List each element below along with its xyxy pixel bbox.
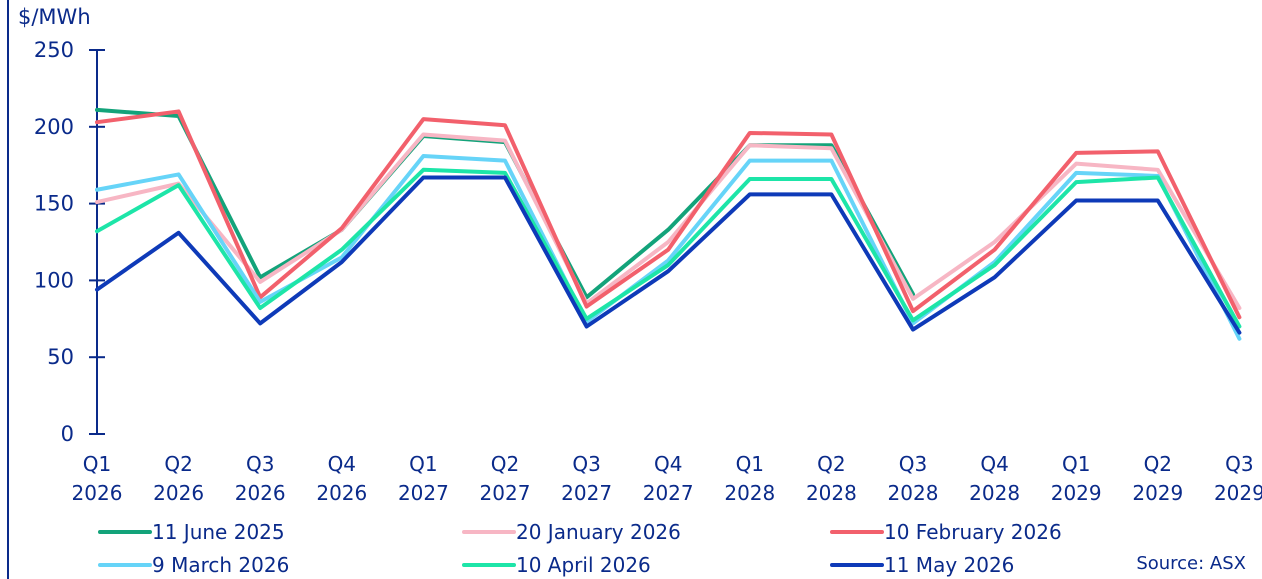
x-tick-label-year: 2029	[1051, 481, 1102, 505]
x-tick-label-year: 2028	[888, 481, 939, 505]
series-line-6	[95, 175, 1242, 335]
x-tick-label-quarter: Q4	[980, 452, 1008, 476]
x-tick-label-year: 2028	[806, 481, 857, 505]
y-axis-label: $/MWh	[18, 5, 91, 29]
legend-label: 9 March 2026	[152, 553, 289, 577]
x-tick-label-quarter: Q2	[1144, 452, 1172, 476]
x-tick-label-quarter: Q3	[572, 452, 600, 476]
series-line-3	[95, 109, 1242, 320]
legend: 11 June 2025 20 January 2026 10 February 2…	[98, 520, 1062, 577]
x-tick-label-year: 2028	[969, 481, 1020, 505]
x-tick-label-year: 2029	[1214, 481, 1262, 505]
y-tick-label: 100	[34, 268, 74, 292]
legend-label: 11 May 2026	[884, 553, 1014, 577]
x-tick-label-quarter: Q4	[328, 452, 356, 476]
y-tick-label: 0	[61, 422, 74, 446]
x-tick-label-quarter: Q3	[246, 452, 274, 476]
y-tick-label: 250	[34, 38, 74, 62]
x-tick-label-year: 2029	[1132, 481, 1183, 505]
x-axis-labels: Q1 2026 Q2 2026 Q3 2026 Q4 2026 Q1 2027 Q2 2027 Q3 20…	[72, 452, 1262, 505]
legend-label: 10 February 2026	[884, 520, 1062, 544]
x-tick-label-year: 2026	[72, 481, 123, 505]
x-tick-label-quarter: Q2	[817, 452, 845, 476]
y-tick-label: 50	[47, 345, 74, 369]
series-line-2	[95, 132, 1242, 311]
x-tick-label-year: 2027	[561, 481, 612, 505]
series-line-5	[95, 167, 1242, 329]
x-tick-label-year: 2026	[235, 481, 286, 505]
x-tick-label-year: 2026	[316, 481, 367, 505]
x-tick-label-quarter: Q1	[83, 452, 111, 476]
source-note: Source: ASX	[1136, 553, 1246, 574]
x-tick-label-quarter: Q2	[491, 452, 519, 476]
x-tick-label-quarter: Q1	[409, 452, 437, 476]
series-lines	[95, 107, 1242, 341]
x-tick-label-year: 2027	[643, 481, 694, 505]
y-tick-label: 200	[34, 115, 74, 139]
legend-label: 11 June 2025	[152, 520, 285, 544]
x-tick-label-year: 2027	[398, 481, 449, 505]
y-tick-label: 150	[34, 192, 74, 216]
y-axis-ticks: 0 50 100 150 200 250	[34, 38, 105, 446]
legend-label: 20 January 2026	[516, 520, 681, 544]
x-tick-label-quarter: Q3	[1225, 452, 1253, 476]
x-tick-label-year: 2026	[153, 481, 204, 505]
legend-label: 10 April 2026	[516, 553, 651, 577]
x-tick-label-quarter: Q1	[736, 452, 764, 476]
x-tick-label-quarter: Q1	[1062, 452, 1090, 476]
x-tick-label-quarter: Q4	[654, 452, 682, 476]
x-tick-label-quarter: Q3	[899, 452, 927, 476]
x-tick-label-year: 2027	[480, 481, 531, 505]
x-tick-label-quarter: Q2	[164, 452, 192, 476]
x-tick-label-year: 2028	[724, 481, 775, 505]
